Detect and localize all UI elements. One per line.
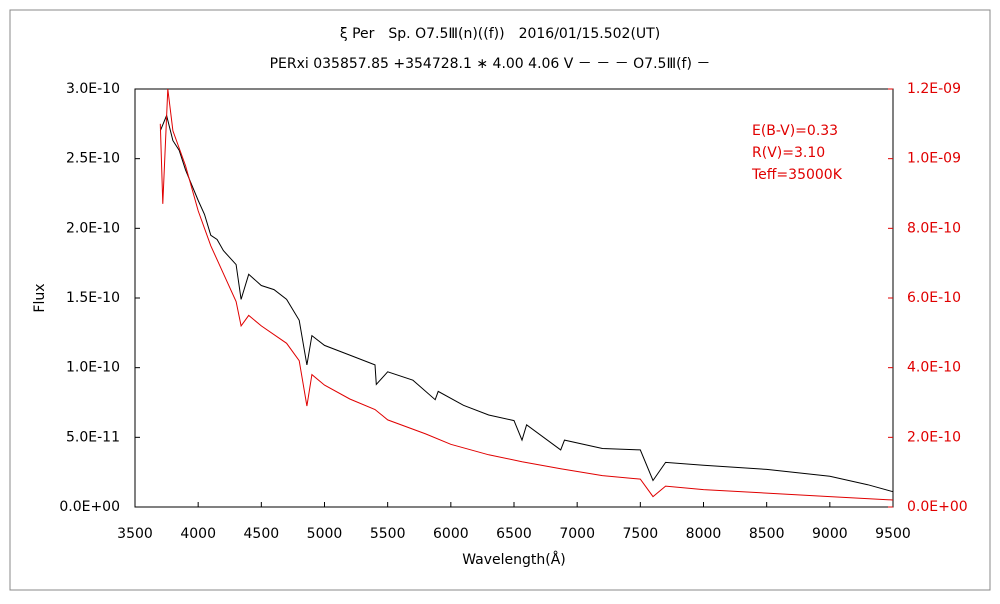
- y2-tick-label: 1.0E-09: [907, 151, 961, 167]
- spectrum-line: [159, 88, 894, 501]
- y-tick-label: 5.0E-11: [66, 429, 120, 445]
- y2-tick-label: 0.0E+00: [907, 499, 968, 515]
- annotation: R(V)=3.10: [752, 145, 825, 161]
- annotation: Teff=35000K: [751, 167, 843, 183]
- x-tick-label: 5000: [307, 526, 343, 542]
- x-tick-label: 6500: [496, 526, 532, 542]
- x-axis-label: Wavelength(Å): [462, 551, 566, 568]
- y-tick-label: 0.0E+00: [59, 499, 120, 515]
- y-tick-label: 3.0E-10: [66, 81, 120, 97]
- x-tick-label: 4000: [180, 526, 216, 542]
- x-tick-label: 9000: [812, 526, 848, 542]
- x-tick-label: 3500: [117, 526, 153, 542]
- x-tick-label: 9500: [875, 526, 911, 542]
- y2-tick-label: 2.0E-10: [907, 429, 961, 445]
- x-tick-label: 4500: [244, 526, 280, 542]
- y-tick-label: 1.5E-10: [66, 290, 120, 306]
- chart-subtitle: PERxi 035857.85 +354728.1 ∗ 4.00 4.06 V …: [270, 56, 711, 72]
- y2-tick-label: 1.2E-09: [907, 81, 961, 97]
- x-tick-label: 7000: [559, 526, 595, 542]
- x-tick-label: 8000: [686, 526, 722, 542]
- spectrum-line: [159, 113, 894, 493]
- outer-frame: [9, 9, 991, 591]
- y2-tick-label: 6.0E-10: [907, 290, 961, 306]
- chart-title: ξ Per Sp. O7.5Ⅲ(n)((f)) 2016/01/15.502(U…: [340, 26, 660, 42]
- y2-tick-label: 8.0E-10: [907, 220, 961, 236]
- y-tick-label: 2.0E-10: [66, 220, 120, 236]
- x-tick-label: 5500: [370, 526, 406, 542]
- y-axis-label: Flux: [32, 283, 48, 312]
- y-tick-label: 2.5E-10: [66, 151, 120, 167]
- x-tick-label: 7500: [623, 526, 659, 542]
- x-tick-label: 8500: [749, 526, 785, 542]
- y-tick-label: 1.0E-10: [66, 360, 120, 376]
- y2-tick-label: 4.0E-10: [907, 360, 961, 376]
- annotation: E(B-V)=0.33: [752, 123, 838, 139]
- x-tick-label: 6000: [433, 526, 469, 542]
